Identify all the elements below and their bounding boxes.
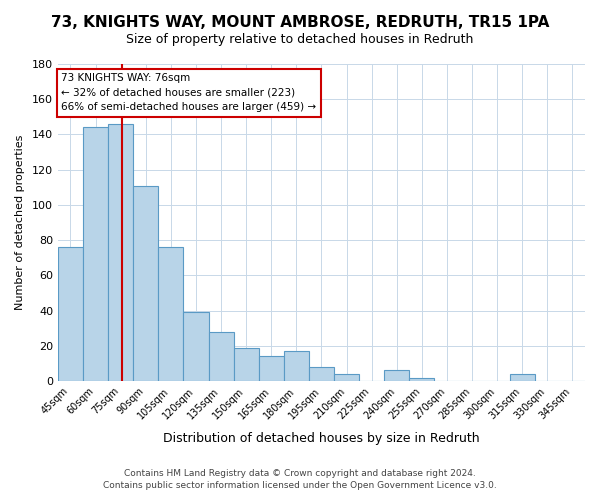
Bar <box>58 247 83 381</box>
Bar <box>83 128 108 381</box>
Bar <box>233 348 259 381</box>
Bar <box>309 367 334 381</box>
Bar <box>259 356 284 381</box>
Text: 73 KNIGHTS WAY: 76sqm
← 32% of detached houses are smaller (223)
66% of semi-det: 73 KNIGHTS WAY: 76sqm ← 32% of detached … <box>61 73 316 112</box>
Bar <box>384 370 409 381</box>
Bar <box>510 374 535 381</box>
Bar <box>209 332 233 381</box>
Bar <box>284 351 309 381</box>
Bar <box>184 312 209 381</box>
Text: Contains HM Land Registry data © Crown copyright and database right 2024.
Contai: Contains HM Land Registry data © Crown c… <box>103 468 497 490</box>
Bar <box>108 124 133 381</box>
Bar <box>158 247 184 381</box>
Bar <box>133 186 158 381</box>
Bar <box>409 378 434 381</box>
Y-axis label: Number of detached properties: Number of detached properties <box>15 135 25 310</box>
Text: 73, KNIGHTS WAY, MOUNT AMBROSE, REDRUTH, TR15 1PA: 73, KNIGHTS WAY, MOUNT AMBROSE, REDRUTH,… <box>51 15 549 30</box>
Bar <box>334 374 359 381</box>
X-axis label: Distribution of detached houses by size in Redruth: Distribution of detached houses by size … <box>163 432 480 445</box>
Text: Size of property relative to detached houses in Redruth: Size of property relative to detached ho… <box>127 32 473 46</box>
